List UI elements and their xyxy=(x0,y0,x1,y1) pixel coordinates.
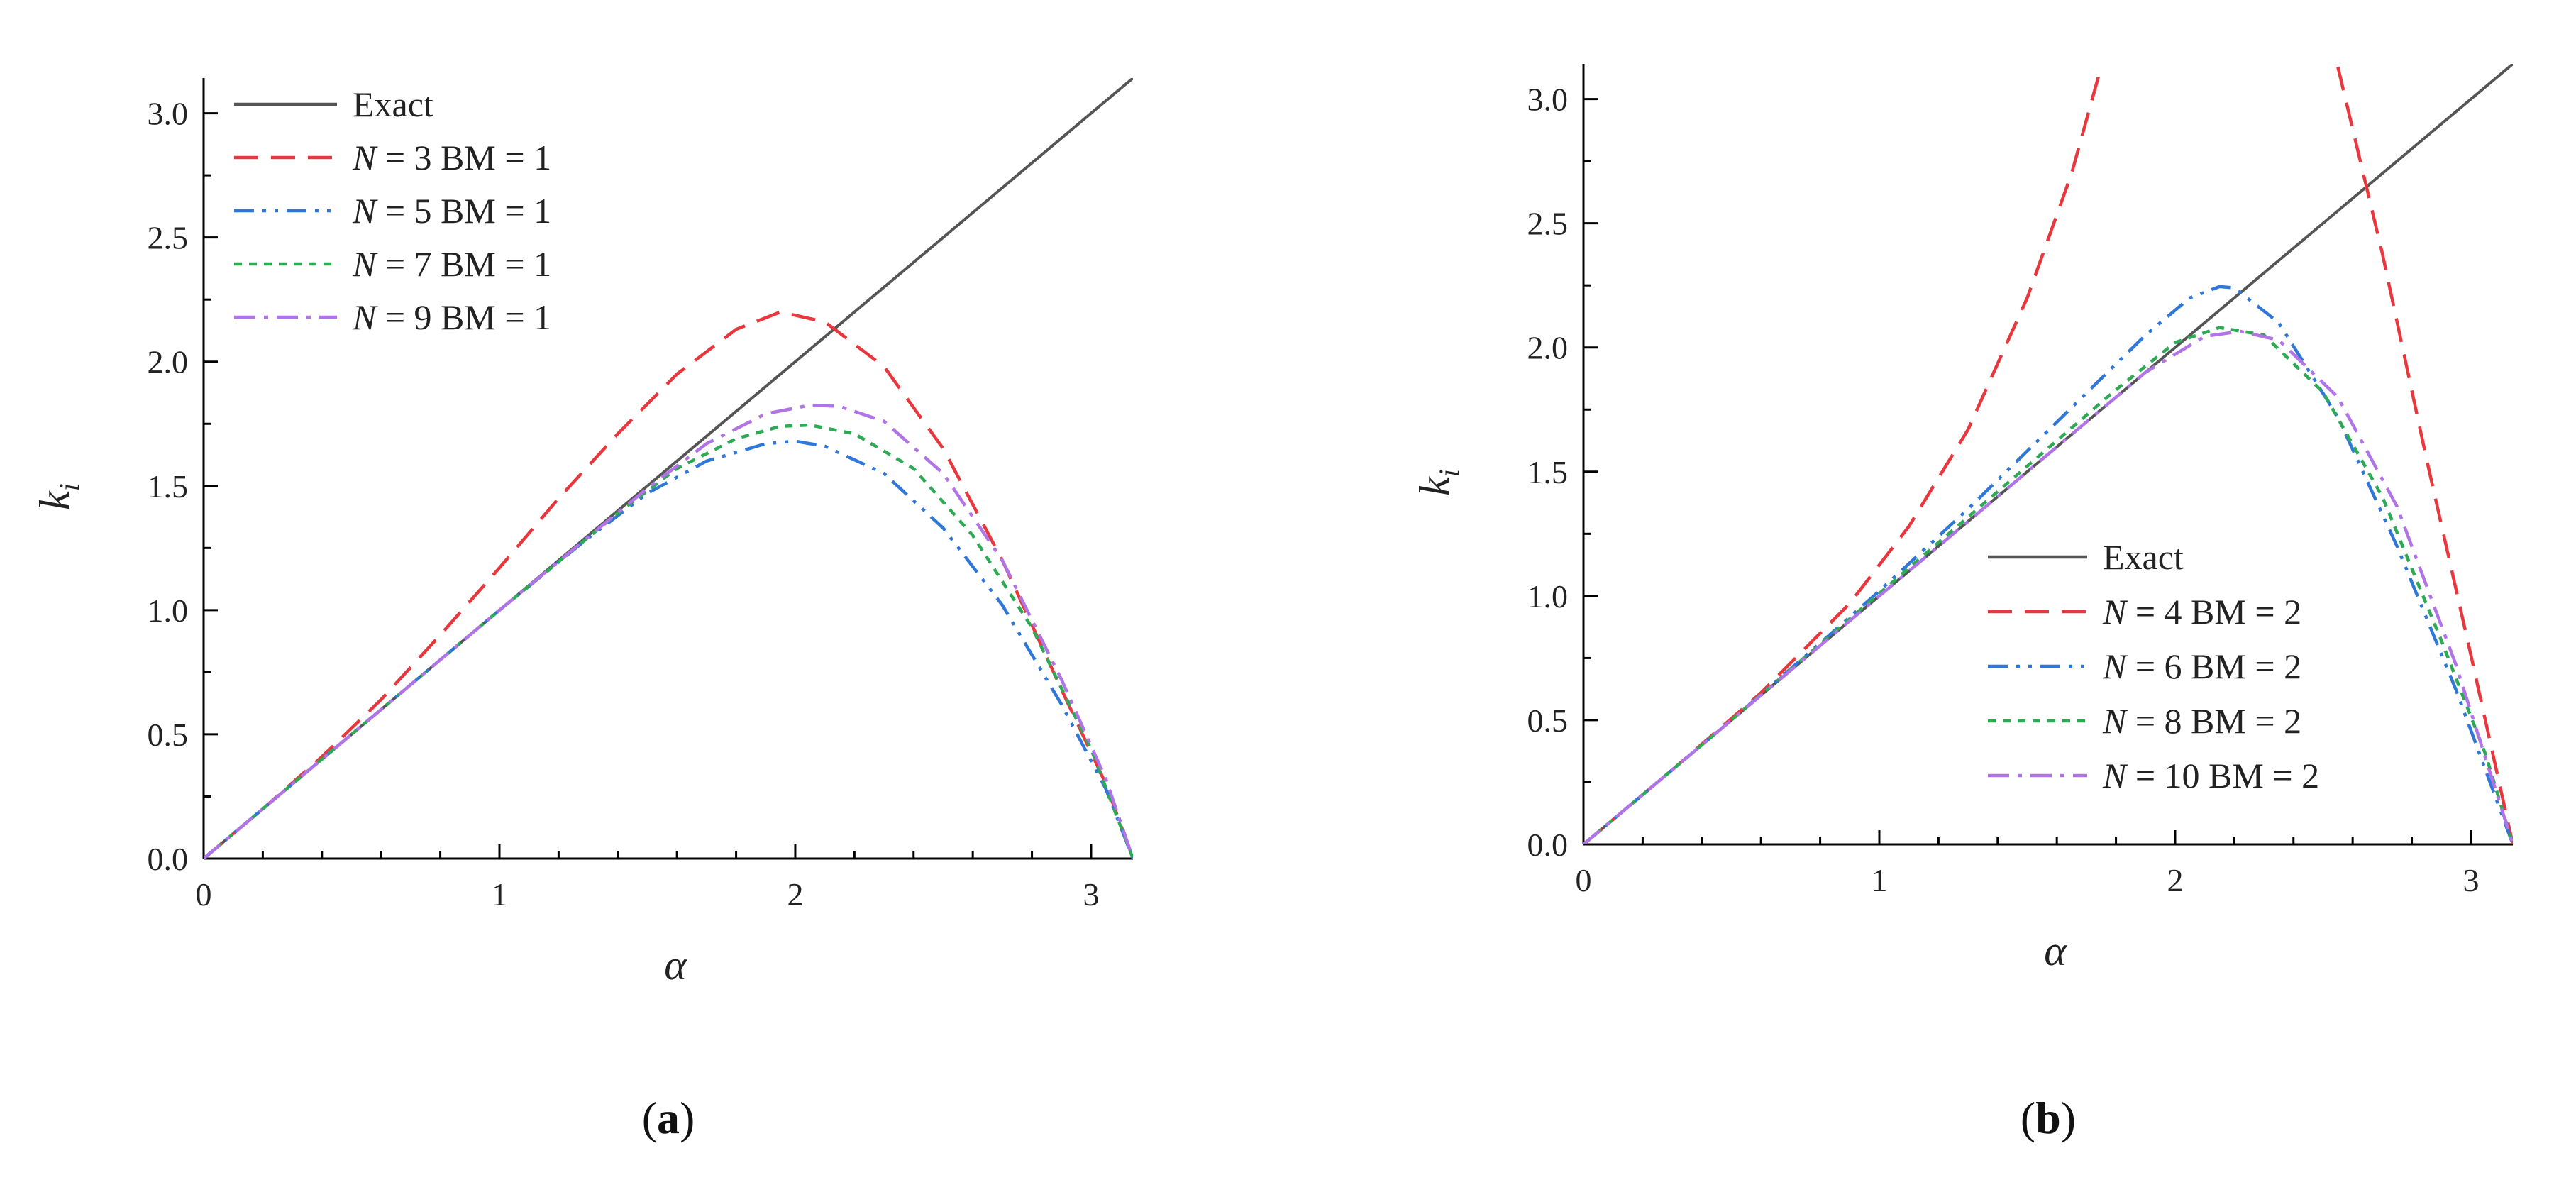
series-line-3 xyxy=(1583,326,2513,844)
y-tick-label: 2.0 xyxy=(148,344,189,380)
legend-entry: N = 5 BM = 1 xyxy=(352,191,551,231)
x-axis-label: α xyxy=(2044,927,2067,974)
legend-label: = 10 BM = 2 xyxy=(2126,756,2319,795)
y-tick-label: 1.0 xyxy=(1527,578,1569,614)
series-line-3 xyxy=(204,423,1133,859)
legend-variable: N xyxy=(352,297,378,337)
series-line-4 xyxy=(204,403,1133,859)
legend-label: Exact xyxy=(2103,537,2184,577)
legend-label: = 3 BM = 1 xyxy=(376,138,551,177)
legend-label: = 7 BM = 1 xyxy=(376,244,551,284)
legend-entry: N = 10 BM = 2 xyxy=(2102,756,2319,795)
legend-variable: N xyxy=(352,244,378,284)
legend-entry: N = 8 BM = 2 xyxy=(2102,701,2301,741)
y-tick-label: 3.0 xyxy=(1527,82,1569,118)
chart-panel-b: 0 1 2 3 0.0 0.5 1.0 1.5 2.0 2.5 3.0 α ki Exact N = 4 B… xyxy=(1411,64,2513,1143)
y-axis-label-subscript: i xyxy=(1433,469,1465,477)
x-tick-label: 1 xyxy=(1871,862,1887,898)
y-tick-label: 0.0 xyxy=(148,841,189,877)
series-lines xyxy=(1583,64,2513,844)
legend-variable: N xyxy=(352,138,378,177)
x-tick-label: 3 xyxy=(2462,862,2479,898)
legend-label: = 8 BM = 2 xyxy=(2126,701,2301,741)
legend-variable: N xyxy=(352,191,378,231)
y-tick-label: 3.0 xyxy=(148,96,189,132)
y-axis-label-main: k xyxy=(31,490,78,510)
panel-label: (b) xyxy=(2021,1093,2076,1143)
legend-label: Exact xyxy=(353,84,433,124)
legend-entry: N = 7 BM = 1 xyxy=(352,244,551,284)
chart-panel-a: 0 1 2 3 0.0 0.5 1.0 1.5 2.0 2.5 3.0 α ki Exact N = 3 B… xyxy=(31,78,1133,1143)
legend-entry: N = 3 BM = 1 xyxy=(352,138,551,177)
x-tick-label: 1 xyxy=(491,876,507,912)
legend-entry: Exact xyxy=(2103,537,2184,577)
y-tick-label: 1.0 xyxy=(148,592,189,629)
legend-label: = 5 BM = 1 xyxy=(376,191,551,231)
legend-entry: N = 9 BM = 1 xyxy=(352,297,551,337)
y-axis-label-subscript: i xyxy=(53,483,85,491)
legend-label: = 4 BM = 2 xyxy=(2126,592,2301,632)
panel-label: (a) xyxy=(642,1093,695,1143)
y-tick-label: 2.5 xyxy=(148,220,189,256)
series-line-4 xyxy=(1583,329,2513,844)
y-tick-label: 1.5 xyxy=(1527,454,1569,490)
legend-variable: N xyxy=(2102,646,2128,686)
y-axis-label-main: k xyxy=(1411,476,1458,496)
legend-label: = 6 BM = 2 xyxy=(2126,646,2301,686)
legend-variable: N xyxy=(2102,701,2128,741)
legend-entry: Exact xyxy=(353,84,433,124)
x-axis-label: α xyxy=(664,942,687,988)
series-line-1-right-branch xyxy=(2336,66,2513,844)
legend-entry: N = 6 BM = 2 xyxy=(2102,646,2301,686)
x-tick-label: 2 xyxy=(787,876,803,912)
y-tick-label: 0.0 xyxy=(1527,827,1569,863)
x-tick-label: 3 xyxy=(1083,876,1099,912)
y-axis-label: ki xyxy=(1411,469,1465,496)
x-tick-label: 2 xyxy=(2167,862,2183,898)
y-tick-label: 2.0 xyxy=(1527,330,1569,366)
x-tick-label: 0 xyxy=(196,876,212,912)
legend-variable: N xyxy=(2102,756,2128,795)
y-tick-label: 1.5 xyxy=(148,468,189,504)
legend-variable: N xyxy=(2102,592,2128,632)
series-line-1 xyxy=(204,310,1133,859)
y-tick-label: 0.5 xyxy=(1527,702,1569,739)
legend-label: = 9 BM = 1 xyxy=(376,297,551,337)
x-tick-label: 0 xyxy=(1576,862,1592,898)
y-tick-label: 2.5 xyxy=(1527,206,1569,242)
y-tick-label: 0.5 xyxy=(148,717,189,753)
legend-entry: N = 4 BM = 2 xyxy=(2102,592,2301,632)
series-lines xyxy=(204,78,1133,859)
series-line-2 xyxy=(204,439,1133,859)
series-line-2 xyxy=(1583,285,2513,844)
y-axis-label: ki xyxy=(31,483,85,510)
